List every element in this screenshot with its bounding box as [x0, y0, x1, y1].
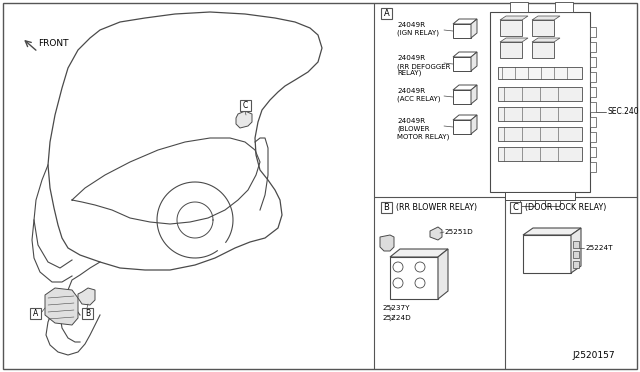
Bar — [573, 241, 579, 248]
Text: (BLOWER: (BLOWER — [397, 126, 429, 132]
Polygon shape — [430, 227, 442, 240]
Circle shape — [415, 278, 425, 288]
Text: 25224T: 25224T — [585, 245, 612, 251]
Bar — [590, 27, 596, 37]
Text: SEC.240: SEC.240 — [607, 108, 639, 116]
Bar — [520, 200, 535, 206]
Bar — [390, 257, 438, 299]
Bar — [498, 107, 582, 121]
Circle shape — [393, 278, 403, 288]
Text: MOTOR RELAY): MOTOR RELAY) — [397, 133, 449, 140]
Text: 25224D: 25224D — [382, 315, 411, 321]
Bar — [453, 57, 471, 71]
Bar — [590, 57, 596, 67]
Bar — [573, 261, 579, 268]
Text: (ACC RELAY): (ACC RELAY) — [397, 96, 440, 103]
Polygon shape — [390, 249, 448, 257]
Polygon shape — [471, 115, 477, 134]
Bar — [555, 2, 573, 12]
Polygon shape — [471, 85, 477, 104]
Bar — [498, 147, 582, 161]
Bar — [590, 132, 596, 142]
Bar — [590, 147, 596, 157]
Circle shape — [415, 262, 425, 272]
Polygon shape — [45, 288, 78, 325]
Bar — [532, 20, 554, 36]
Bar — [505, 192, 575, 200]
Bar — [30, 308, 41, 319]
Bar — [490, 12, 590, 192]
Text: 25237Y: 25237Y — [382, 305, 410, 311]
Text: B: B — [383, 203, 389, 212]
Bar — [573, 251, 579, 258]
Bar — [500, 20, 522, 36]
Polygon shape — [500, 16, 528, 20]
Bar — [453, 24, 471, 38]
Polygon shape — [453, 19, 477, 24]
Text: C: C — [243, 101, 248, 110]
Bar — [590, 102, 596, 112]
Bar — [498, 87, 582, 101]
Bar — [500, 42, 522, 58]
Text: 24049R: 24049R — [397, 88, 425, 94]
Text: 24049R: 24049R — [397, 118, 425, 124]
Polygon shape — [453, 85, 477, 90]
Bar — [381, 202, 392, 213]
Text: J2520157: J2520157 — [572, 351, 615, 360]
Bar — [590, 117, 596, 127]
Polygon shape — [380, 235, 394, 251]
Polygon shape — [471, 52, 477, 71]
Bar — [453, 90, 471, 104]
Bar — [590, 72, 596, 82]
Circle shape — [393, 262, 403, 272]
Text: 25251D: 25251D — [444, 229, 473, 235]
Bar — [510, 202, 521, 213]
Text: (RR DEFOGGER: (RR DEFOGGER — [397, 63, 451, 70]
Polygon shape — [453, 115, 477, 120]
Text: A: A — [33, 309, 38, 318]
Bar — [453, 120, 471, 134]
Polygon shape — [438, 249, 448, 299]
Text: (IGN RELAY): (IGN RELAY) — [397, 30, 439, 36]
Bar — [523, 235, 571, 273]
Bar — [498, 127, 582, 141]
Text: RELAY): RELAY) — [397, 70, 421, 77]
Polygon shape — [236, 111, 252, 128]
Bar — [498, 67, 582, 79]
Bar — [590, 42, 596, 52]
Bar — [240, 100, 251, 111]
Polygon shape — [532, 16, 560, 20]
Text: (DOOR LOCK RELAY): (DOOR LOCK RELAY) — [525, 203, 606, 212]
Polygon shape — [523, 228, 581, 235]
Text: 24049R: 24049R — [397, 55, 425, 61]
Bar — [532, 42, 554, 58]
Polygon shape — [471, 19, 477, 38]
Polygon shape — [48, 12, 322, 270]
Polygon shape — [532, 38, 560, 42]
Bar — [381, 8, 392, 19]
Bar — [82, 308, 93, 319]
Polygon shape — [78, 288, 95, 305]
Text: B: B — [85, 309, 90, 318]
Bar — [545, 200, 560, 206]
Text: C: C — [513, 203, 518, 212]
Text: 24049R: 24049R — [397, 22, 425, 28]
Polygon shape — [500, 38, 528, 42]
Polygon shape — [453, 52, 477, 57]
Bar — [510, 2, 528, 12]
Text: FRONT: FRONT — [38, 39, 68, 48]
Polygon shape — [571, 228, 581, 273]
Bar — [590, 87, 596, 97]
Text: A: A — [383, 9, 389, 18]
Text: (RR BLOWER RELAY): (RR BLOWER RELAY) — [396, 203, 477, 212]
Bar — [590, 162, 596, 172]
